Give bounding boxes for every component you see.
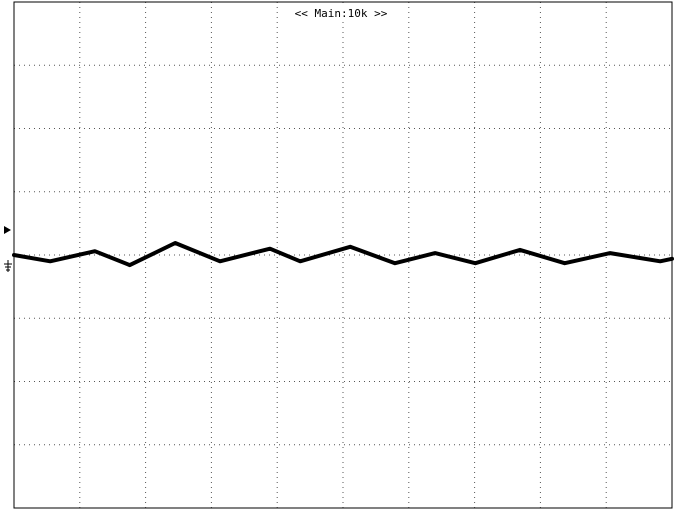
chart-title: << Main:10k >> bbox=[295, 7, 388, 20]
trace-group bbox=[12, 241, 674, 268]
trigger-marker bbox=[4, 226, 11, 234]
title-backdrop bbox=[285, 6, 397, 22]
ground-marker bbox=[4, 260, 12, 272]
waveform bbox=[12, 241, 674, 268]
